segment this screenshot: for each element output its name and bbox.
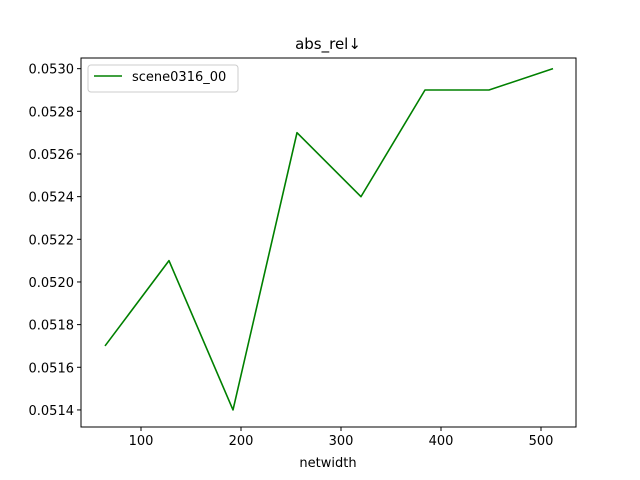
x-tick-label: 500 bbox=[529, 434, 554, 449]
y-tick-label: 0.0526 bbox=[29, 148, 75, 163]
series-layer bbox=[104, 67, 554, 411]
x-axis-ticks: 100 200 300 400 500 bbox=[129, 427, 554, 449]
series-line-scene0316-00 bbox=[104, 67, 554, 411]
y-axis-ticks: 0.0514 0.0516 0.0518 0.0520 0.0522 0.0524 0.05… bbox=[29, 63, 81, 419]
x-axis-label: netwidth bbox=[299, 456, 356, 471]
y-tick-label: 0.0524 bbox=[29, 191, 75, 206]
y-tick-label: 0.0522 bbox=[29, 233, 75, 248]
y-tick-label: 0.0530 bbox=[29, 63, 75, 78]
legend: scene0316_00 bbox=[87, 64, 239, 93]
x-tick-label: 200 bbox=[229, 434, 254, 449]
legend-label-scene0316-00: scene0316_00 bbox=[132, 70, 226, 85]
y-tick-label: 0.0520 bbox=[29, 276, 75, 291]
plot-frame bbox=[80, 57, 577, 428]
x-tick-label: 400 bbox=[429, 434, 454, 449]
chart-title: abs_rel↓ bbox=[295, 35, 361, 54]
x-tick-label: 100 bbox=[129, 434, 154, 449]
x-tick-label: 300 bbox=[329, 434, 354, 449]
legend-box bbox=[87, 64, 239, 93]
y-tick-label: 0.0528 bbox=[29, 105, 75, 120]
y-tick-label: 0.0516 bbox=[29, 361, 75, 376]
y-tick-label: 0.0514 bbox=[29, 404, 75, 419]
y-tick-label: 0.0518 bbox=[29, 319, 75, 334]
